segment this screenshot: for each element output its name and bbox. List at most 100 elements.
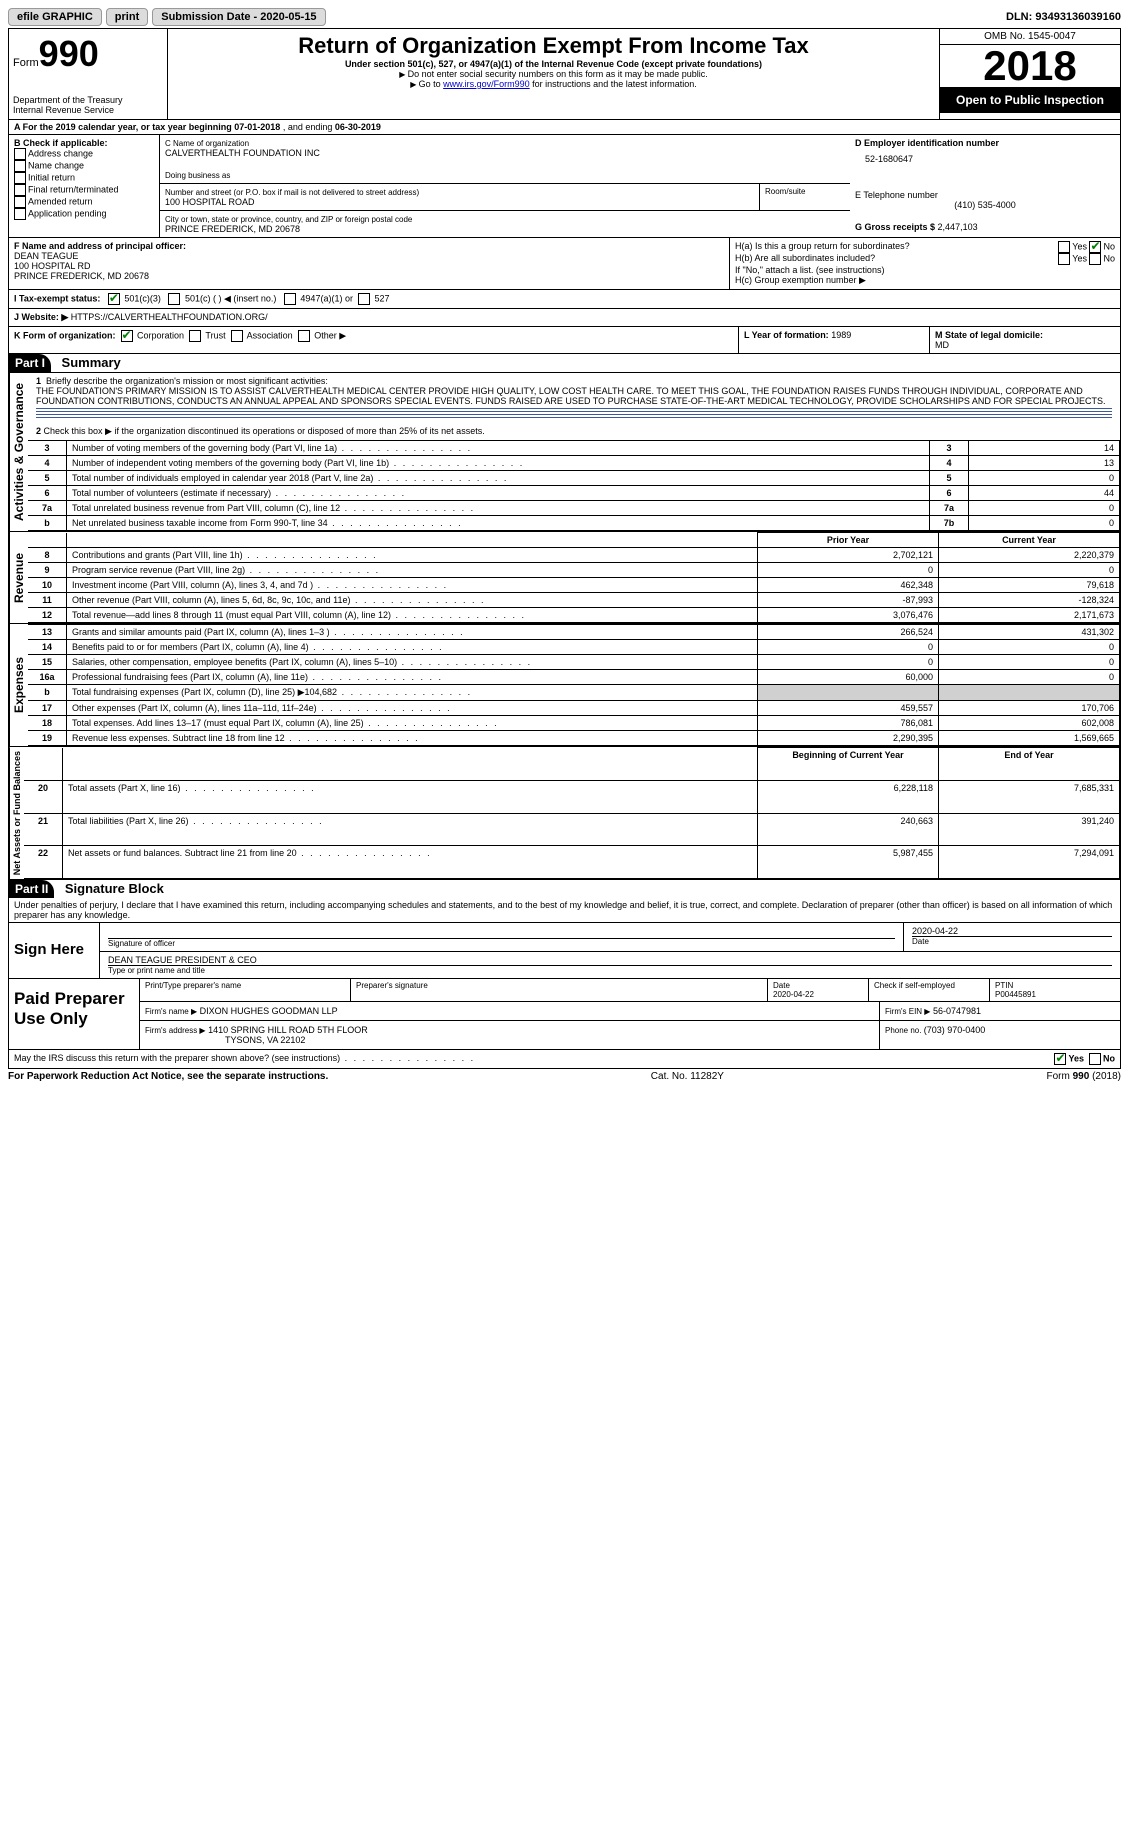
cb-discuss-no[interactable] bbox=[1089, 1053, 1101, 1065]
part2-header: Part II Signature Block bbox=[9, 880, 1120, 898]
firm-phone-label: Phone no. bbox=[885, 1026, 924, 1035]
box-i: I Tax-exempt status: 501(c)(3) 501(c) ( … bbox=[9, 290, 1120, 309]
sign-here-row: Sign Here Signature of officer 2020-04-2… bbox=[9, 923, 1120, 979]
org-name: CALVERTHEALTH FOUNDATION INC bbox=[165, 148, 320, 158]
box-m: M State of legal domicile:MD bbox=[930, 327, 1120, 354]
cb-other[interactable] bbox=[298, 330, 310, 342]
firm-addr-label: Firm's address ▶ bbox=[145, 1026, 206, 1035]
cb-assoc[interactable] bbox=[231, 330, 243, 342]
form-id-box: Form990 Department of the Treasury Inter… bbox=[9, 29, 168, 119]
discuss-no: No bbox=[1103, 1054, 1115, 1064]
ha-yes: Yes bbox=[1072, 241, 1087, 251]
org-address: 100 HOSPITAL ROAD bbox=[165, 197, 255, 207]
cb-address-change[interactable] bbox=[14, 148, 26, 160]
declaration-text: Under penalties of perjury, I declare th… bbox=[9, 898, 1120, 923]
opt-4947: 4947(a)(1) or bbox=[300, 293, 353, 303]
opt-assoc: Association bbox=[247, 330, 293, 340]
box-l: L Year of formation: 1989 bbox=[739, 327, 930, 354]
h-b-note: If "No," attach a list. (see instruction… bbox=[735, 265, 1115, 275]
title-box: Return of Organization Exempt From Incom… bbox=[168, 29, 939, 119]
mission-block: 1 Briefly describe the organization's mi… bbox=[28, 373, 1120, 423]
public-inspection: Open to Public Inspection bbox=[940, 87, 1120, 113]
cb-name-change[interactable] bbox=[14, 160, 26, 172]
expenses-table: 13Grants and similar amounts paid (Part … bbox=[28, 624, 1120, 746]
print-button[interactable]: print bbox=[106, 8, 148, 26]
officer-addr2: PRINCE FREDERICK, MD 20678 bbox=[14, 271, 149, 281]
opt-name-change: Name change bbox=[28, 160, 84, 170]
cb-ha-no[interactable] bbox=[1089, 241, 1101, 253]
cb-ha-yes[interactable] bbox=[1058, 241, 1070, 253]
firm-ein-label: Firm's EIN ▶ bbox=[885, 1007, 930, 1016]
line2-text: Check this box ▶ if the organization dis… bbox=[44, 426, 485, 436]
firm-addr2: TYSONS, VA 22102 bbox=[145, 1035, 305, 1045]
governance-section: Activities & Governance 1 Briefly descri… bbox=[9, 373, 1120, 531]
cb-501c[interactable] bbox=[168, 293, 180, 305]
part2-title: Signature Block bbox=[57, 879, 172, 898]
discuss-yes: Yes bbox=[1068, 1054, 1084, 1064]
vlabel-expenses: Expenses bbox=[9, 624, 28, 746]
efile-button[interactable]: efile GRAPHIC bbox=[8, 8, 102, 26]
cb-amended[interactable] bbox=[14, 196, 26, 208]
gross-label: G Gross receipts $ bbox=[855, 222, 938, 232]
note-link: Go to www.irs.gov/Form990 for instructio… bbox=[176, 79, 931, 89]
firm-addr1: 1410 SPRING HILL ROAD 5TH FLOOR bbox=[208, 1025, 368, 1035]
box-h: H(a) Is this a group return for subordin… bbox=[730, 238, 1120, 290]
ptin-label: PTIN bbox=[995, 981, 1013, 990]
sig-date-label: Date bbox=[912, 936, 1112, 946]
ein-label: D Employer identification number bbox=[855, 138, 999, 148]
box-deg: D Employer identification number 52-1680… bbox=[850, 135, 1120, 238]
cb-corp[interactable] bbox=[121, 330, 133, 342]
part1-title: Summary bbox=[54, 353, 129, 372]
form-word: Form bbox=[13, 57, 39, 69]
cb-initial[interactable] bbox=[14, 172, 26, 184]
opt-initial: Initial return bbox=[28, 172, 75, 182]
cb-527[interactable] bbox=[358, 293, 370, 305]
sign-here-label: Sign Here bbox=[9, 923, 100, 979]
cb-hb-no[interactable] bbox=[1089, 253, 1101, 265]
opt-corp: Corporation bbox=[137, 330, 184, 340]
officer-name-title: DEAN TEAGUE PRESIDENT & CEO bbox=[108, 955, 257, 965]
domicile-value: MD bbox=[935, 340, 949, 350]
vlabel-governance: Activities & Governance bbox=[9, 373, 28, 531]
box-k: K Form of organization: Corporation Trus… bbox=[9, 327, 739, 354]
officer-addr1: 100 HOSPITAL RD bbox=[14, 261, 91, 271]
city-label: City or town, state or province, country… bbox=[165, 215, 412, 224]
note-ssn: Do not enter social security numbers on … bbox=[176, 69, 931, 79]
irs-link[interactable]: www.irs.gov/Form990 bbox=[443, 79, 530, 89]
netassets-section: Net Assets or Fund Balances Beginning of… bbox=[9, 746, 1120, 880]
firm-phone: (703) 970-0400 bbox=[924, 1025, 986, 1035]
hb-yes: Yes bbox=[1072, 253, 1087, 263]
cb-pending[interactable] bbox=[14, 208, 26, 220]
addr-label: Number and street (or P.O. box if mail i… bbox=[165, 188, 419, 197]
ha-no: No bbox=[1103, 241, 1115, 251]
form-container: Form990 Department of the Treasury Inter… bbox=[8, 28, 1121, 1069]
cb-501c3[interactable] bbox=[108, 293, 120, 305]
officer-label: F Name and address of principal officer: bbox=[14, 241, 186, 251]
dba-label: Doing business as bbox=[165, 171, 230, 180]
vlabel-netassets: Net Assets or Fund Balances bbox=[9, 747, 24, 879]
domicile-label: M State of legal domicile: bbox=[935, 330, 1043, 340]
dept-label: Department of the Treasury bbox=[13, 95, 163, 105]
entity-info-row: B Check if applicable: Address change Na… bbox=[9, 135, 1120, 238]
submission-date-button: Submission Date - 2020-05-15 bbox=[152, 8, 325, 26]
sub-date-value: 2020-05-15 bbox=[260, 11, 316, 23]
room-label: Room/suite bbox=[760, 184, 850, 211]
line2: 2 Check this box ▶ if the organization d… bbox=[28, 423, 1120, 440]
form-org-label: K Form of organization: bbox=[14, 330, 116, 340]
period-mid: , and ending bbox=[283, 122, 335, 132]
expenses-section: Expenses 13Grants and similar amounts pa… bbox=[9, 623, 1120, 746]
cb-hb-yes[interactable] bbox=[1058, 253, 1070, 265]
cb-trust[interactable] bbox=[189, 330, 201, 342]
sig-date: 2020-04-22 bbox=[912, 926, 958, 936]
hb-no: No bbox=[1103, 253, 1115, 263]
cb-discuss-yes[interactable] bbox=[1054, 1053, 1066, 1065]
klm-row: K Form of organization: Corporation Trus… bbox=[9, 327, 1120, 354]
cb-4947[interactable] bbox=[284, 293, 296, 305]
opt-amended: Amended return bbox=[28, 196, 93, 206]
footer-left: For Paperwork Reduction Act Notice, see … bbox=[8, 1071, 328, 1082]
cb-final[interactable] bbox=[14, 184, 26, 196]
sub-date-label: Submission Date - bbox=[161, 11, 260, 23]
vlabel-revenue: Revenue bbox=[9, 532, 28, 623]
h-c-label: H(c) Group exemption number ▶ bbox=[735, 275, 1115, 286]
firm-name-label: Firm's name ▶ bbox=[145, 1007, 197, 1016]
